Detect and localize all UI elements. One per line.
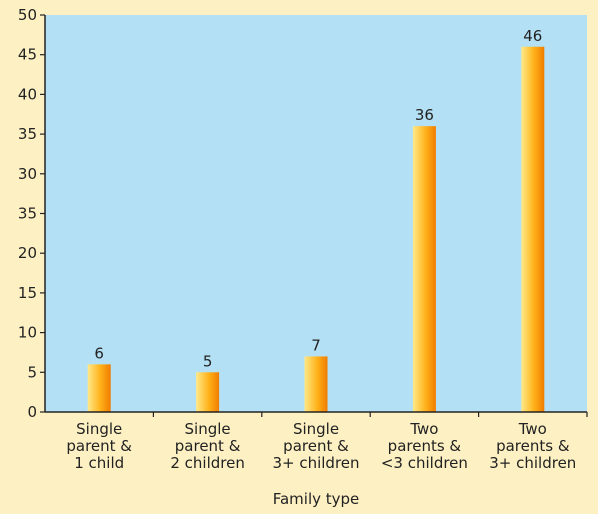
x-axis-title: Family type <box>273 490 360 508</box>
category-label: Single parent & 1 child <box>66 420 132 472</box>
category-label: Two parents & 3+ children <box>489 420 576 472</box>
plot-area <box>45 15 587 412</box>
x-labels-group: Single parent & 1 child Single parent & 2 chi… <box>66 412 588 472</box>
bar-value-label: 6 <box>94 344 104 362</box>
y-tick-label: 20 <box>18 244 37 262</box>
bar <box>196 372 220 412</box>
bar <box>304 356 328 412</box>
y-tick-label: 35 <box>18 125 37 143</box>
category-label: Two parents & <3 children <box>381 420 468 472</box>
y-tick-label: 50 <box>18 6 37 24</box>
y-tick-label: 15 <box>18 284 37 302</box>
bar-value-label: 46 <box>523 27 542 45</box>
bar-value-label: 7 <box>311 336 321 354</box>
bar-value-label: 36 <box>415 106 434 124</box>
y-tick-label: 0 <box>27 403 37 421</box>
y-tick-label: 10 <box>18 324 37 342</box>
y-tick-label: 40 <box>18 85 37 103</box>
category-label: Single parent & 3+ children <box>272 420 359 472</box>
bar <box>87 364 111 412</box>
y-tick-label: 30 <box>18 165 37 183</box>
y-tick-label: 5 <box>27 363 37 381</box>
bar <box>521 46 545 412</box>
bar-value-label: 5 <box>203 352 213 370</box>
category-label: Single parent & 2 children <box>170 420 245 472</box>
bars-group: 6 5 7 36 46 <box>87 27 545 412</box>
y-ticks-group: 0 5 10 15 20 35 30 35 40 45 50 <box>18 6 45 421</box>
bar <box>412 126 436 412</box>
y-tick-label: 35 <box>18 205 37 223</box>
y-tick-label: 45 <box>18 46 37 64</box>
